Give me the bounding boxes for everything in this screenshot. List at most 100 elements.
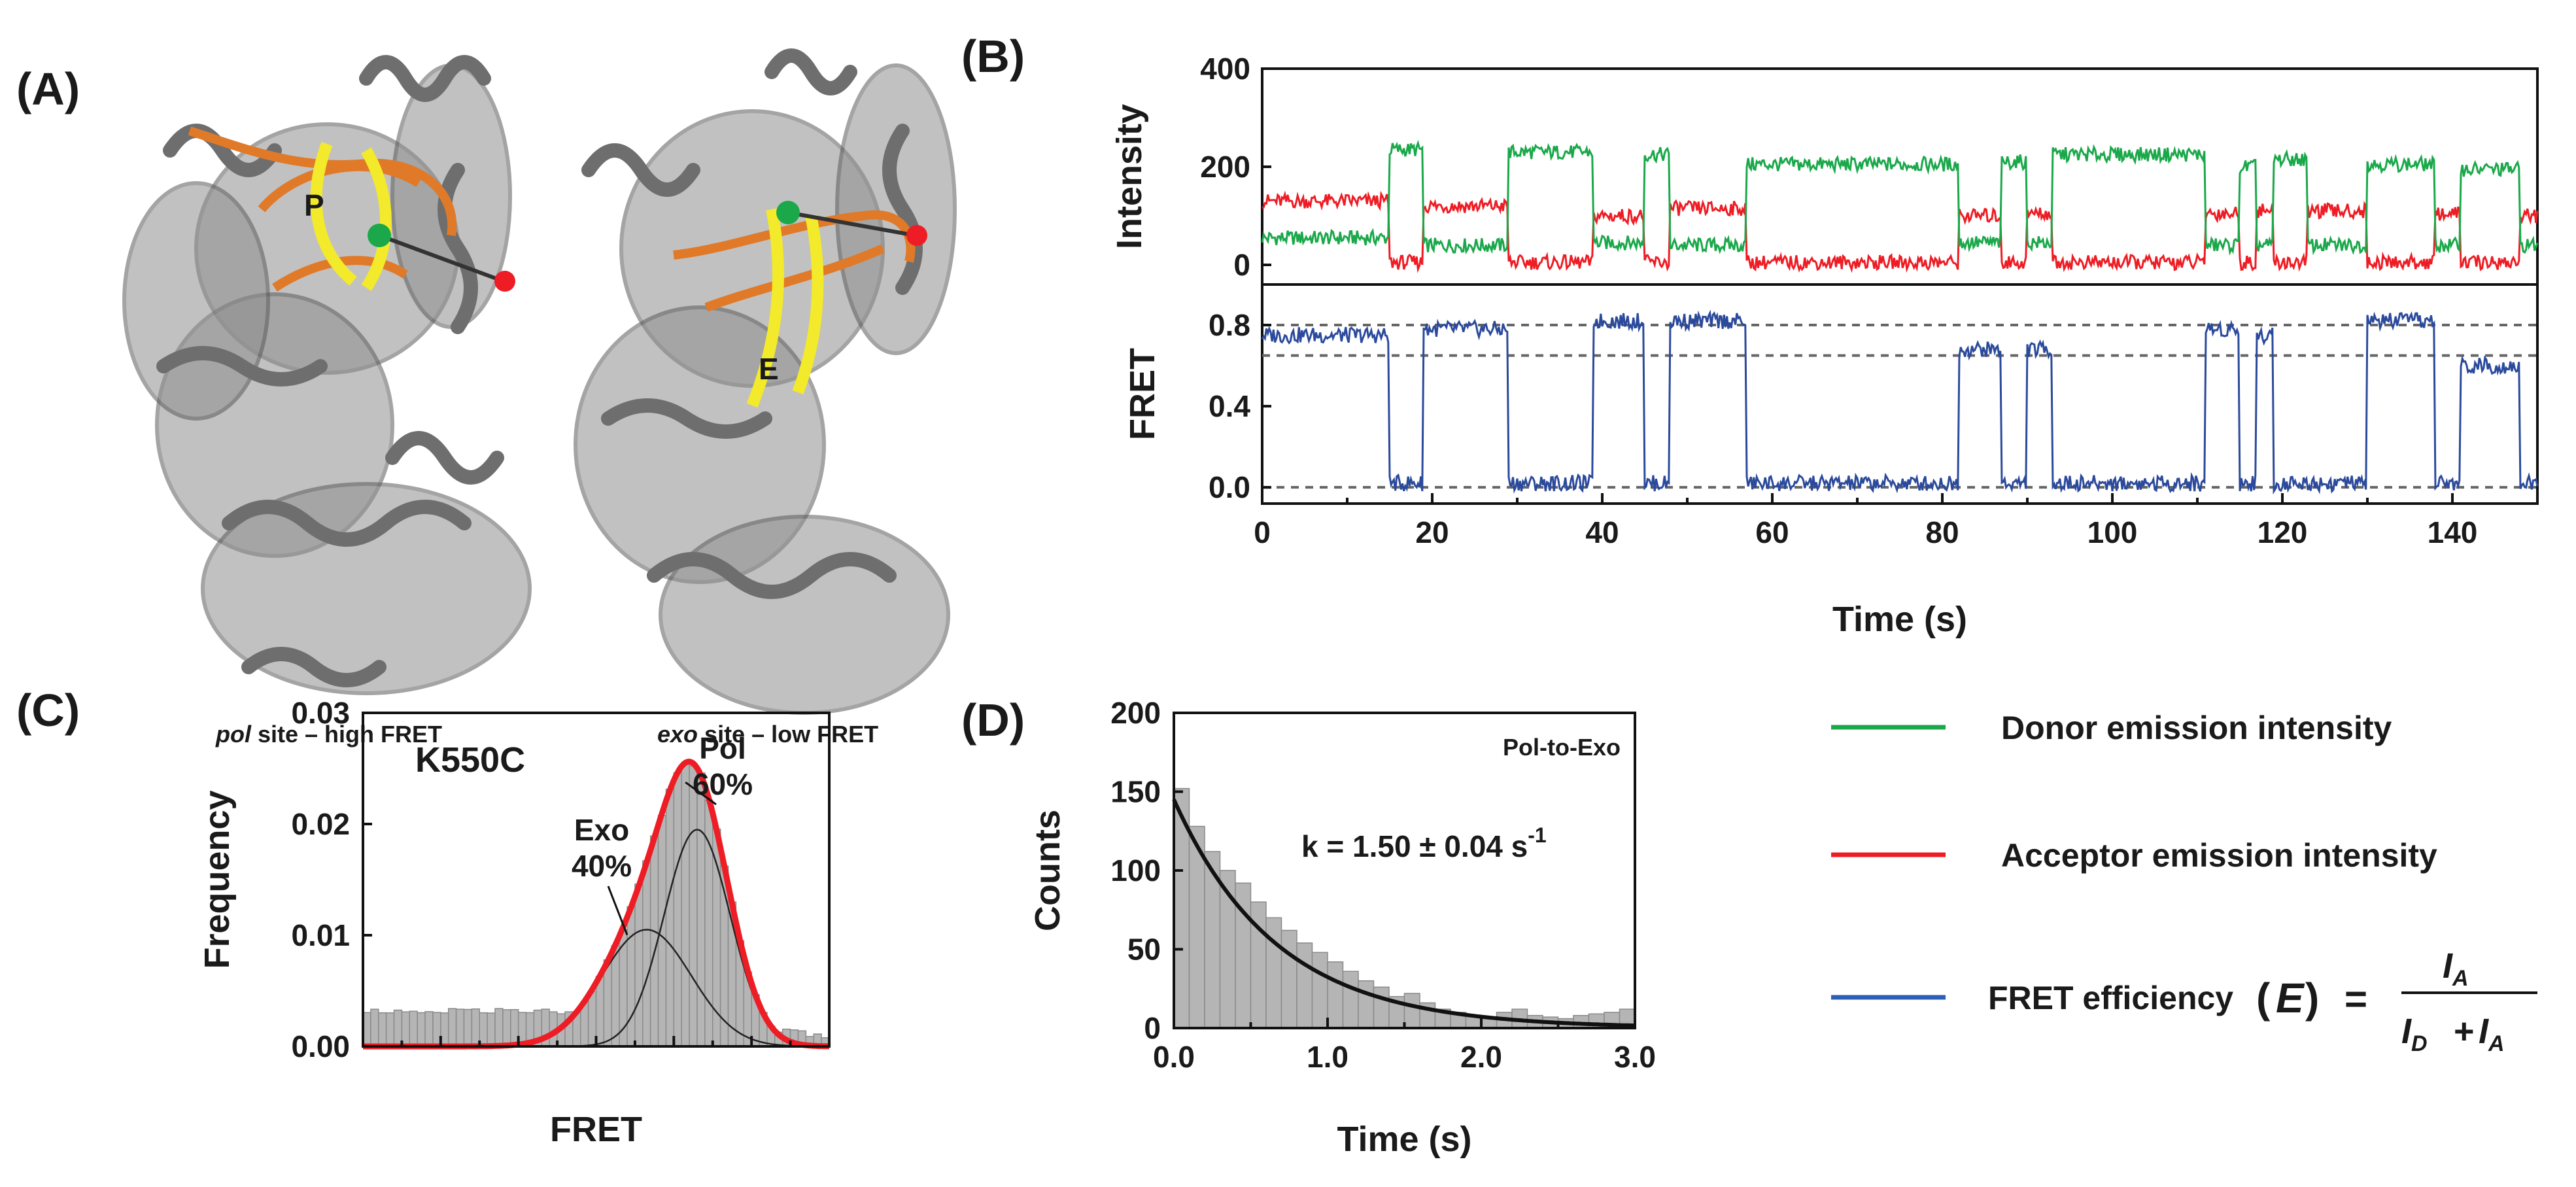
dwell-bar — [1280, 929, 1297, 1029]
histogram-bar — [681, 763, 690, 1047]
histogram-xlabel: FRET — [550, 1110, 642, 1149]
histogram-bar — [665, 788, 675, 1047]
donor-trace — [1261, 139, 2539, 256]
histogram-bar — [378, 1012, 387, 1047]
dwell-bar — [1358, 980, 1375, 1029]
pol-site-structure: P — [122, 55, 532, 695]
exo-annotation-name: Exo — [574, 813, 629, 847]
rate-annotation: k = 1.50 ± 0.04 s-1 — [1301, 823, 1547, 863]
exo-annotation-percent: 40% — [572, 849, 632, 883]
dwell-bar — [1342, 971, 1359, 1029]
histogram-bar — [673, 772, 682, 1047]
fret-xtick-label: 20 — [1415, 515, 1449, 549]
fret-xlabel: Time (s) — [1832, 600, 1967, 639]
pol-annotation-name: Pol — [699, 731, 746, 765]
panel-a-label: (A) — [16, 63, 80, 114]
dwell-xtick-label: 1.0 — [1307, 1040, 1348, 1074]
fret-ytick-label: 0.4 — [1209, 389, 1250, 423]
panel-c: (C) 0.00 0.01 0.02 0.03 K550C Frequency FRET Ex… — [16, 685, 831, 1149]
histogram-bar — [696, 772, 706, 1047]
dwell-ytick-label: 0 — [1144, 1011, 1161, 1045]
histogram-bar — [370, 1008, 379, 1047]
legend: Donor emission intensity Acceptor emissi… — [1831, 710, 2537, 1056]
histogram-bar — [642, 860, 651, 1047]
histogram-ytick-label: 0.00 — [291, 1029, 350, 1063]
fret-xtick-label: 100 — [2087, 515, 2138, 549]
dwell-bar — [1403, 993, 1420, 1029]
exo-annotation-arrow — [607, 886, 628, 936]
panel-b: (B) 0 200 400 Intensity 0.0 0.4 0.8 0 20 40 60 80 1… — [961, 31, 2539, 639]
fret-ytick-label: 0.0 — [1209, 470, 1250, 504]
histogram-bar — [463, 1008, 473, 1047]
dwell-xtick-label: 2.0 — [1460, 1040, 1502, 1074]
fret-xtick-label: 0 — [1254, 515, 1271, 549]
histogram-bar — [494, 1008, 504, 1047]
formula-numerator: IA — [2443, 946, 2469, 991]
fret-xtick-label: 60 — [1755, 515, 1789, 549]
fret-xtick-label: 40 — [1585, 515, 1619, 549]
dwell-xtick-label: 0.0 — [1153, 1040, 1195, 1074]
formula-den-acceptor: IA — [2479, 1012, 2505, 1056]
histogram-bar — [424, 1011, 434, 1047]
intensity-ytick-label: 200 — [1200, 150, 1250, 184]
panel-d: (D) 0 50 100 150 200 0.0 1.0 2.0 3.0 Pol-to-Exo k … — [961, 695, 1656, 1159]
formula-den-donor: ID — [2401, 1012, 2428, 1056]
fret-xtick-label: 120 — [2258, 515, 2308, 549]
histogram-bar — [502, 1009, 511, 1047]
histogram-bar — [385, 1012, 395, 1047]
fret-xtick-label: 80 — [1925, 515, 1959, 549]
histogram-bar — [634, 884, 644, 1047]
dwell-ytick-label: 200 — [1110, 696, 1161, 730]
dwell-ylabel: Counts — [1028, 810, 1067, 931]
pol-annotation-percent: 60% — [693, 767, 753, 801]
pol-annotation-arrow — [685, 781, 717, 806]
histogram-ytick-label: 0.02 — [291, 807, 350, 841]
fret-frame — [1261, 283, 2539, 505]
dwell-bar — [1265, 917, 1282, 1029]
histogram-bar — [603, 959, 613, 1047]
panel-c-label: (C) — [16, 685, 80, 736]
dwell-bar — [1481, 1018, 1498, 1029]
histogram-bar — [447, 1008, 457, 1047]
dwell-time-histogram: 0 50 100 150 200 0.0 1.0 2.0 3.0 Pol-to-Exo k = 1.… — [1028, 696, 1656, 1159]
fret-xtick-label: 140 — [2428, 515, 2478, 549]
dwell-bar — [1311, 952, 1328, 1029]
histogram-bar — [611, 945, 620, 1047]
formula-open: ( — [2256, 974, 2271, 1022]
histogram-bar — [455, 1008, 465, 1047]
dwell-ytick-label: 150 — [1110, 775, 1161, 809]
dwell-xlabel: Time (s) — [1337, 1120, 1471, 1159]
intensity-ylabel: Intensity — [1110, 104, 1149, 249]
dwell-bar — [1327, 961, 1344, 1029]
histogram-ylabel: Frequency — [197, 790, 237, 969]
legend-label-fret: FRET efficiency — [1988, 980, 2233, 1016]
formula-e: E — [2276, 974, 2305, 1022]
exo-mark: E — [759, 352, 779, 386]
histogram-ytick-label: 0.01 — [291, 918, 350, 952]
fret-formula: ( E ) = IA ID + IA — [2256, 946, 2537, 1056]
dwell-bar — [1296, 942, 1313, 1029]
dwell-title: Pol-to-Exo — [1503, 734, 1621, 761]
exo-site-structure: E — [574, 48, 957, 715]
pol-caption: pol site – high FRET — [215, 721, 442, 748]
histogram-title: K550C — [415, 740, 525, 780]
fret-trace — [1261, 309, 2539, 495]
dwell-xtick-label: 3.0 — [1614, 1040, 1656, 1074]
fret-ytick-label: 0.8 — [1209, 308, 1250, 342]
fret-ylabel: FRET — [1123, 348, 1162, 440]
exo-caption: exo site – low FRET — [657, 721, 878, 748]
intensity-ytick-label: 0 — [1233, 248, 1250, 282]
dwell-ytick-label: 100 — [1110, 853, 1161, 887]
histogram-bar — [417, 1012, 426, 1047]
legend-label-acceptor: Acceptor emission intensity — [2001, 837, 2437, 874]
dwell-bar — [1373, 986, 1390, 1029]
formula-close: ) — [2305, 974, 2319, 1022]
histogram-bar — [487, 1012, 496, 1047]
panel-d-label: (D) — [961, 695, 1025, 746]
pol-mark: P — [304, 188, 324, 222]
intensity-ytick-label: 400 — [1200, 52, 1250, 86]
histogram-bar — [627, 906, 636, 1047]
dwell-ytick-label: 50 — [1127, 933, 1161, 967]
formula-equals: = — [2344, 977, 2367, 1021]
intensity-plot: 0 200 400 Intensity — [1110, 52, 2539, 286]
